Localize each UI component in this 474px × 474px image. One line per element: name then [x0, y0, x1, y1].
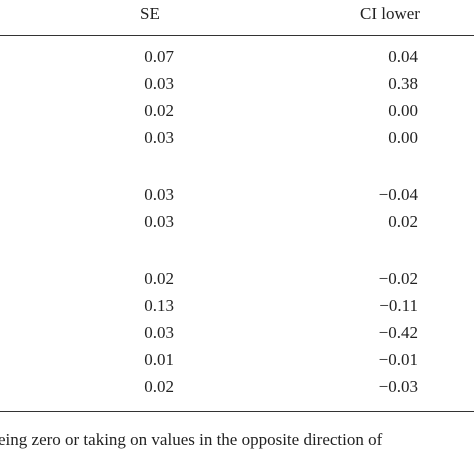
- se-cell: 0.02: [144, 377, 174, 396]
- bottom-rule: [0, 411, 474, 412]
- se-cell: 0.13: [144, 296, 174, 315]
- ci-lower-cell: −0.11: [379, 296, 418, 315]
- se-cell: 0.03: [144, 212, 174, 231]
- footnote: eing zero or taking on values in the opp…: [0, 430, 383, 449]
- ci-lower-cell: −0.01: [378, 350, 418, 369]
- ci-lower-cell: 0.04: [388, 47, 418, 66]
- ci-lower-cell: −0.02: [378, 269, 418, 288]
- ci-lower-cell: 0.02: [388, 212, 418, 231]
- se-cell: 0.01: [144, 350, 174, 369]
- ci-lower-cell: 0.00: [388, 101, 418, 120]
- header-se: SE: [140, 4, 160, 23]
- header-ci-lower: CI lower: [360, 4, 420, 23]
- ci-lower-cell: −0.42: [378, 323, 418, 342]
- se-cell: 0.03: [144, 74, 174, 93]
- se-cell: 0.03: [144, 128, 174, 147]
- ci-lower-cell: −0.04: [378, 185, 418, 204]
- ci-lower-cell: 0.38: [388, 74, 418, 93]
- se-cell: 0.07: [144, 47, 174, 66]
- ci-lower-cell: 0.00: [388, 128, 418, 147]
- se-cell: 0.02: [144, 269, 174, 288]
- top-rule: [0, 35, 474, 36]
- se-cell: 0.02: [144, 101, 174, 120]
- se-cell: 0.03: [144, 185, 174, 204]
- ci-lower-cell: −0.03: [378, 377, 418, 396]
- se-cell: 0.03: [144, 323, 174, 342]
